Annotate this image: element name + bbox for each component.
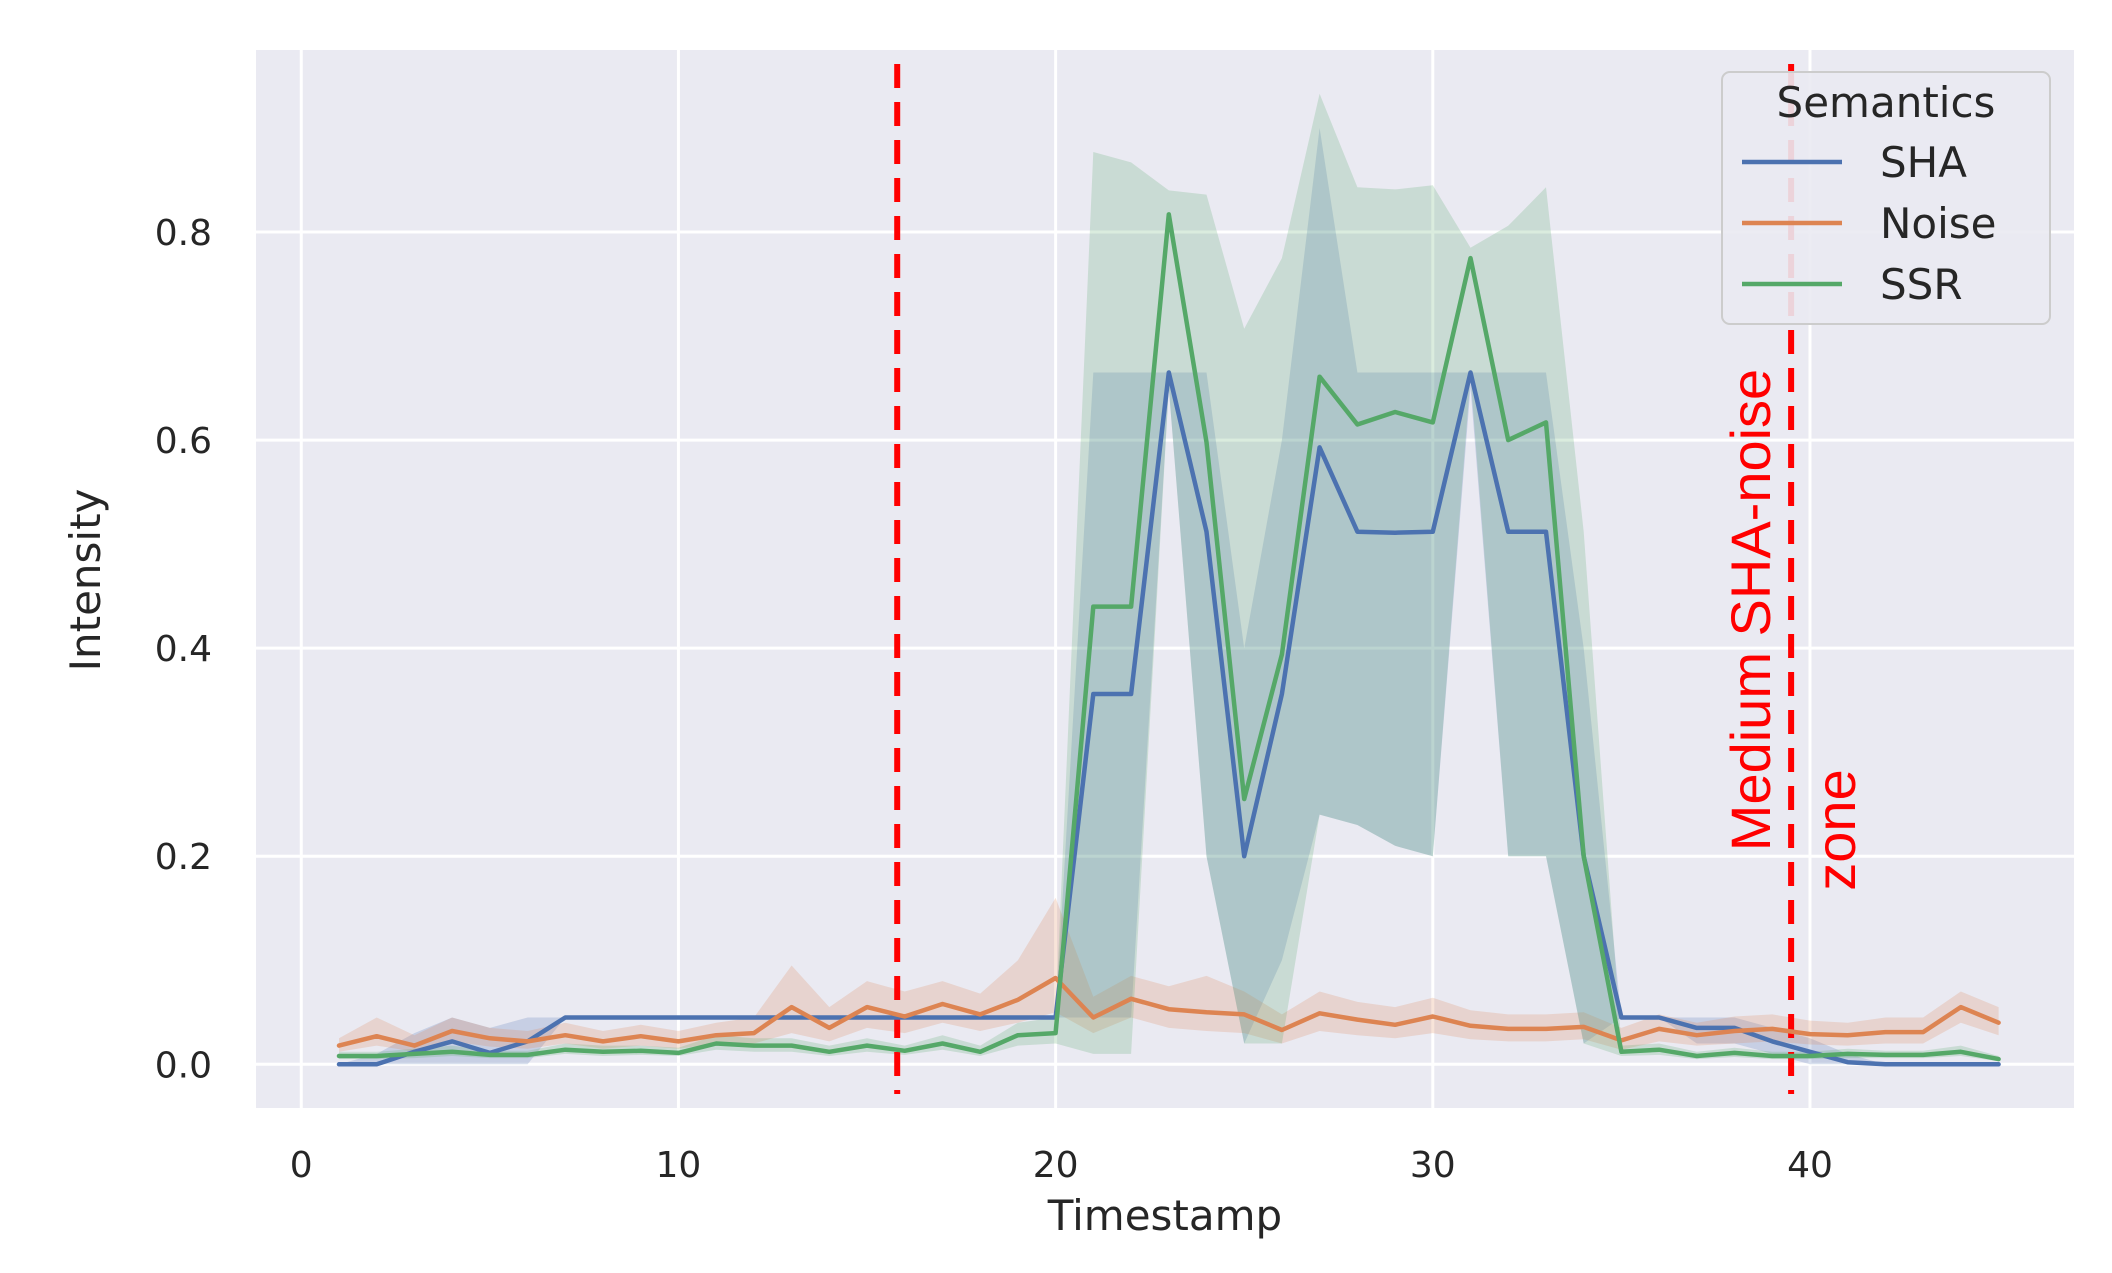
noise-confidence-band [339, 897, 1999, 1052]
y-tick-label: 0.2 [155, 837, 212, 878]
y-tick-label: 0.6 [155, 421, 212, 462]
annotation: Medium SHA-noise zone [1719, 369, 1867, 891]
y-axis-ticks: 0.0 0.2 0.4 0.6 0.8 [155, 213, 212, 1086]
x-axis-ticks: 0 10 20 30 40 [290, 1145, 1833, 1186]
ssr-confidence-band [339, 93, 1999, 1062]
sha-legend-label: SHA [1880, 138, 1967, 187]
ssr-legend-label: SSR [1880, 260, 1963, 309]
y-tick-label: 0.4 [155, 629, 212, 670]
sha-line [336, 370, 2001, 1067]
series-lines [336, 212, 2001, 1067]
x-tick-label: 40 [1787, 1145, 1833, 1186]
x-tick-label: 20 [1033, 1145, 1079, 1186]
noise-line [336, 975, 2001, 1048]
y-axis-label: Intensity [61, 489, 110, 672]
x-tick-label: 0 [290, 1145, 313, 1186]
legend: Semantics SHA Noise SSR [1721, 71, 2051, 325]
y-tick-label: 0.0 [155, 1045, 212, 1086]
legend-title: Semantics [1777, 78, 1996, 127]
legend-items: SHA Noise SSR [1742, 138, 1997, 309]
legend-box [1721, 71, 2051, 325]
x-tick-label: 30 [1410, 1145, 1456, 1186]
annotation-line-2: zone [1804, 769, 1867, 890]
noise-legend-label: Noise [1880, 199, 1997, 248]
ssr-line [336, 212, 2001, 1062]
x-axis-label: Timestamp [1047, 1191, 1282, 1240]
annotation-line-1: Medium SHA-noise [1719, 369, 1782, 851]
x-tick-label: 10 [656, 1145, 702, 1186]
y-tick-label: 0.8 [155, 213, 212, 254]
